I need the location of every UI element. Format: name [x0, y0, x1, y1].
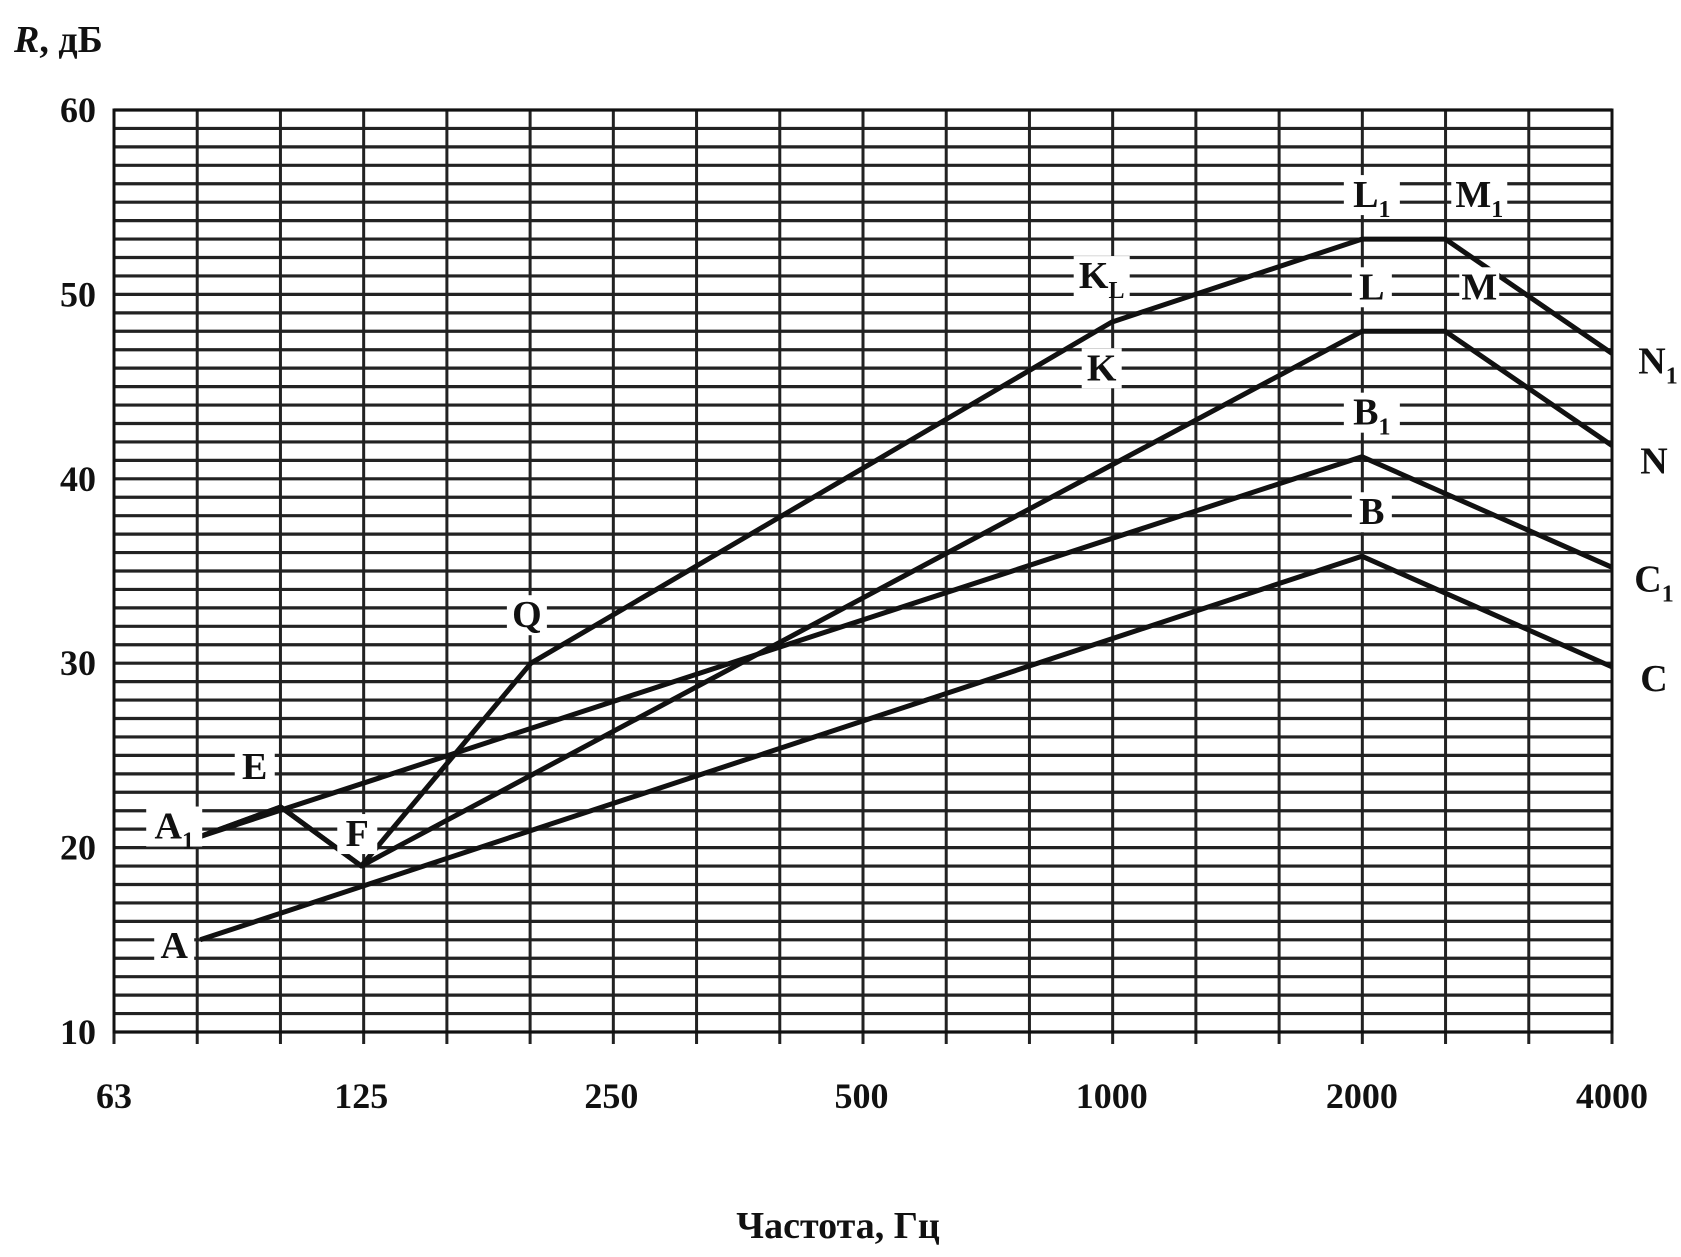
x-axis-title: Частота, Гц	[736, 1205, 940, 1247]
point-label-bg	[1351, 267, 1392, 308]
y-tick-label: 60	[60, 90, 96, 130]
point-label-bg	[506, 595, 547, 636]
point-label-bg	[1451, 175, 1508, 216]
x-tick-labels: 63 125 250 500 1000 2000 4000	[96, 1076, 1648, 1116]
point-label-n: N	[1640, 441, 1667, 483]
x-tick-label: 4000	[1576, 1076, 1648, 1116]
y-axis-title-unit: , дБ	[39, 19, 102, 61]
point-labels: A A1 E F Q KL K L1 M1 L M B1 B N1 N C1 C	[146, 174, 1681, 967]
series-line-3	[199, 328, 1614, 869]
x-tick-label: 125	[334, 1076, 388, 1116]
point-label-bg	[1343, 175, 1400, 216]
point-label-f: F	[346, 813, 369, 855]
point-label-bg	[337, 814, 378, 855]
point-label-b: B	[1359, 491, 1384, 533]
point-label-bg	[1351, 492, 1392, 533]
curves	[199, 236, 1614, 943]
point-label-l: L	[1359, 266, 1384, 308]
point-label-bg	[146, 806, 203, 847]
y-tick-label: 10	[60, 1012, 96, 1052]
point-label-bg	[1081, 348, 1122, 389]
point-label-bg	[154, 925, 195, 966]
plot-frame	[112, 108, 1614, 1034]
y-tick-label: 40	[60, 459, 96, 499]
x-tick-label: 500	[835, 1076, 889, 1116]
y-tick-label: 20	[60, 828, 96, 868]
point-label-c: C	[1640, 658, 1667, 700]
point-label-l1: L1	[1353, 174, 1390, 223]
point-label-bg	[1630, 341, 1681, 382]
point-label-bg	[1634, 658, 1674, 699]
grid	[112, 108, 1614, 1044]
x-tick-label: 250	[584, 1076, 638, 1116]
point-label-k: K	[1087, 347, 1117, 389]
series-line-1	[199, 553, 1614, 943]
point-label-bg	[1343, 392, 1400, 433]
point-label-bg	[1459, 267, 1500, 308]
point-label-bg	[1073, 256, 1130, 297]
point-label-kl: KL	[1079, 255, 1125, 304]
point-label-e: E	[242, 746, 267, 788]
y-tick-label: 50	[60, 274, 96, 314]
point-label-a: A	[160, 925, 188, 967]
x-tick-label: 2000	[1326, 1076, 1398, 1116]
x-tick-label: 63	[96, 1076, 132, 1116]
point-label-b1: B1	[1353, 392, 1390, 441]
y-tick-labels: 60 50 40 30 20 10	[60, 90, 96, 1052]
point-label-bg	[234, 747, 275, 788]
point-label-c1: C1	[1634, 558, 1673, 607]
point-label-bg	[1634, 441, 1674, 482]
point-label-m1: M1	[1455, 174, 1503, 223]
point-label-n1: N1	[1638, 340, 1677, 389]
point-label-a1: A1	[154, 806, 193, 855]
x-tick-label: 1000	[1076, 1076, 1148, 1116]
y-tick-label: 30	[60, 643, 96, 683]
y-axis-title: R, дБ	[13, 19, 103, 61]
y-axis-title-symbol: R	[13, 19, 39, 61]
series-line-4	[199, 236, 1614, 869]
point-label-m: M	[1461, 266, 1497, 308]
point-label-bg	[1626, 559, 1681, 600]
series-line-2	[199, 454, 1614, 839]
point-label-q: Q	[512, 594, 542, 636]
